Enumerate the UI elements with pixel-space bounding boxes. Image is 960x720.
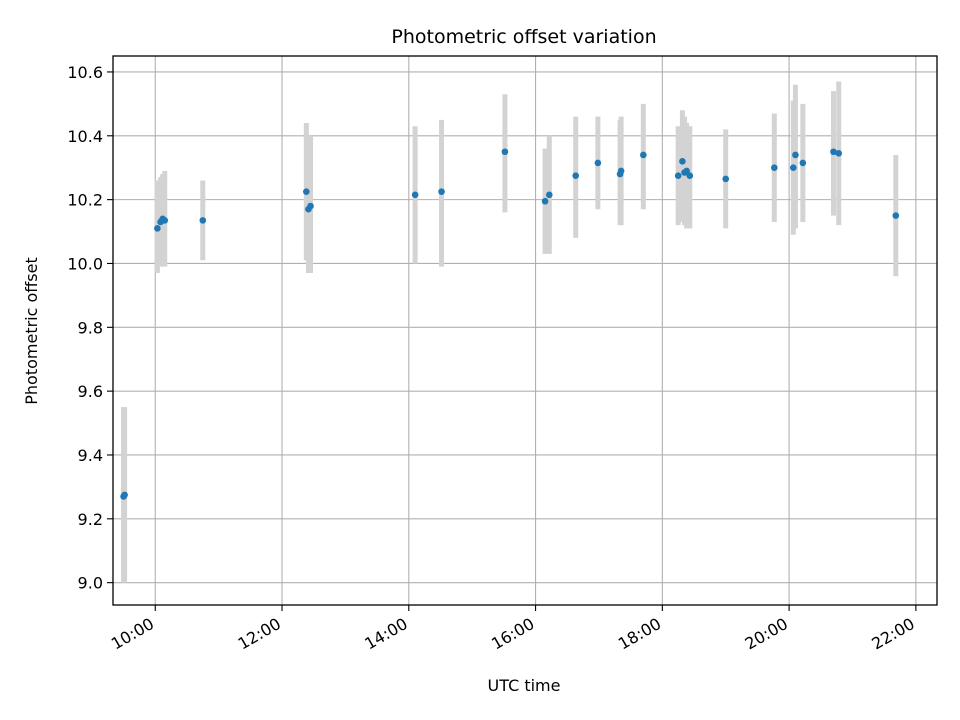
data-point [199, 217, 207, 224]
data-point [594, 159, 602, 167]
data-point [771, 164, 778, 172]
data-point [121, 491, 128, 499]
data-point [835, 150, 843, 157]
y-tick-label: 9.2 [78, 510, 103, 529]
y-tick-label: 9.8 [78, 318, 103, 337]
data-point [161, 217, 169, 224]
y-tick-label: 9.6 [78, 382, 103, 401]
data-point [307, 202, 314, 210]
data-point [792, 151, 799, 159]
data-point [790, 164, 797, 172]
data-point [154, 225, 161, 232]
y-tick-label: 9.4 [78, 446, 103, 465]
x-axis-label: UTC time [488, 676, 561, 695]
plot-frame [112, 55, 938, 606]
data-point [683, 167, 690, 175]
y-axis: 9.0 9.2 9.4 9.6 9.8 10.0 10.2 10.4 10.6 [67, 63, 113, 593]
data-point [545, 191, 553, 199]
y-tick-label: 10.0 [67, 254, 103, 273]
data-point [830, 148, 837, 156]
data-point [799, 159, 807, 167]
chart-title: Photometric offset variation [391, 26, 656, 48]
data-point [541, 197, 549, 205]
y-axis-label: Photometric offset [22, 257, 41, 405]
data-point [679, 158, 686, 165]
data-point [572, 172, 580, 179]
data-point [686, 172, 694, 179]
data-point [892, 212, 900, 219]
y-tick-label: 10.4 [67, 127, 103, 146]
data-points [120, 148, 900, 500]
grid [113, 56, 937, 605]
data-point [303, 188, 310, 195]
data-point [411, 191, 419, 199]
data-point [501, 148, 509, 156]
y-tick-label: 9.0 [78, 574, 103, 593]
y-tick-label: 10.2 [67, 191, 103, 210]
y-tick-label: 10.6 [67, 63, 103, 82]
data-point [640, 151, 647, 159]
data-point [617, 167, 625, 175]
data-point [674, 172, 682, 179]
data-point [722, 175, 730, 183]
data-point [438, 188, 445, 195]
